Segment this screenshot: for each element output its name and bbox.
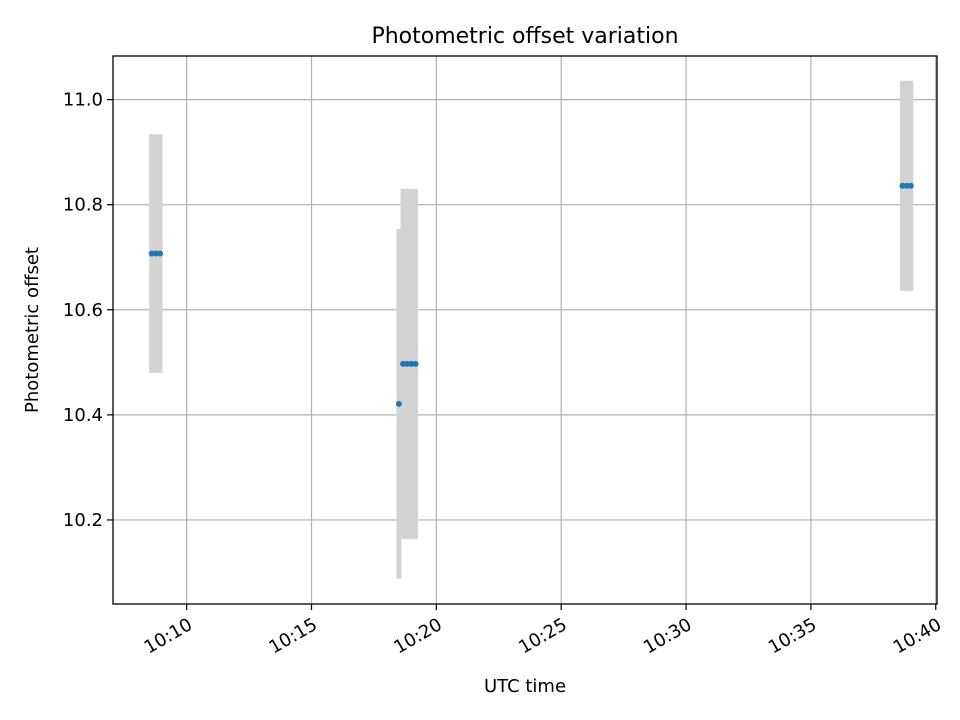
data-point — [412, 360, 419, 367]
data-point — [400, 360, 407, 367]
y-axis-label: Photometric offset — [22, 247, 43, 413]
y-tick-label: 10.8 — [63, 195, 103, 216]
grid — [113, 56, 937, 604]
data-point — [408, 360, 415, 367]
data-point — [907, 182, 914, 189]
y-tick-label: 10.2 — [63, 510, 103, 531]
plot-area — [113, 56, 937, 604]
plot-frame — [112, 55, 938, 605]
data-point — [148, 250, 155, 257]
data-point — [404, 360, 411, 367]
y-tick-label: 10.6 — [63, 300, 103, 321]
y-axis-ticks: 10.2 10.4 10.6 10.8 11.0 — [63, 90, 113, 531]
data-point — [899, 182, 906, 189]
chart-title: Photometric offset variation — [371, 24, 678, 49]
y-tick-label: 11.0 — [63, 90, 103, 111]
data-point — [157, 250, 164, 257]
data-point — [395, 400, 402, 407]
data-point — [152, 250, 159, 257]
data-points — [148, 182, 914, 407]
x-axis-label: UTC time — [484, 676, 566, 697]
data-point — [903, 182, 910, 189]
y-tick-label: 10.4 — [63, 405, 103, 426]
